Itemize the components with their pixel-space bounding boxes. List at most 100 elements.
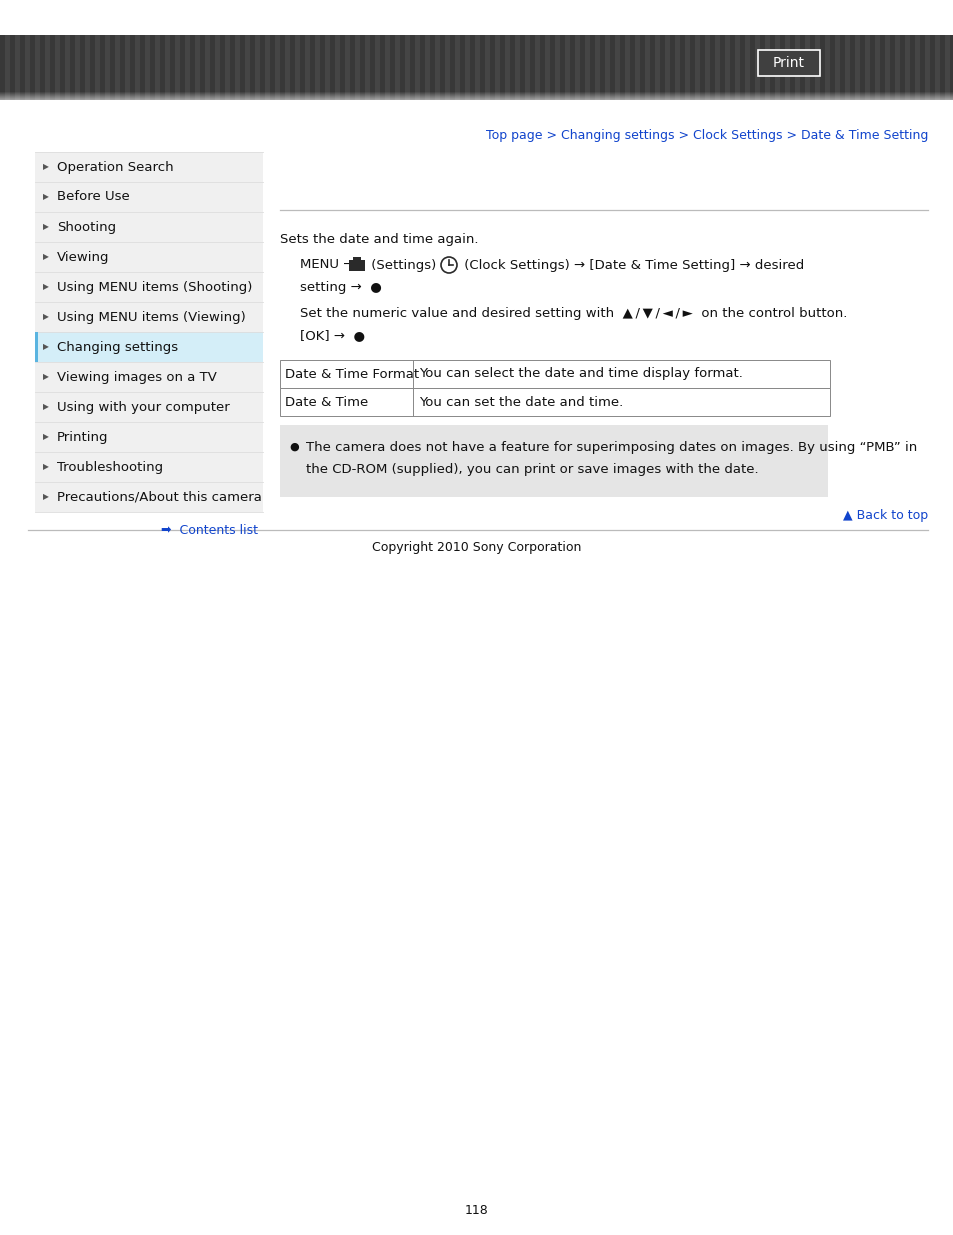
Bar [85,35,90,100]
Text: Printing: Printing [57,431,109,443]
Text: ●: ● [289,442,298,452]
Bar [435,35,439,100]
Bar [280,425,827,496]
Bar [504,35,510,100]
Bar [535,35,539,100]
Bar [280,35,285,100]
Bar [559,35,564,100]
Bar [934,35,939,100]
Bar [415,35,419,100]
Bar [649,35,655,100]
Text: Operation Search: Operation Search [57,161,173,173]
Bar [225,35,230,100]
Bar [65,35,70,100]
Bar [115,35,120,100]
Bar [794,35,800,100]
Bar [135,35,140,100]
Bar [35,332,38,362]
Bar [439,35,444,100]
Bar [784,35,789,100]
Text: ▶: ▶ [43,312,49,321]
Bar [774,35,780,100]
Bar [709,35,714,100]
Bar [884,35,889,100]
Bar [624,35,629,100]
Bar [859,35,864,100]
Bar [530,35,535,100]
Bar [160,35,165,100]
Bar [659,35,664,100]
Bar [555,35,559,100]
Bar [285,35,290,100]
Text: Sets the date and time again.: Sets the date and time again. [280,233,478,247]
Bar [50,35,55,100]
Bar [929,35,934,100]
Text: Date & Time Format: Date & Time Format [285,368,418,380]
Bar [55,35,60,100]
Text: Set the numeric value and desired setting with  ▲ / ▼ / ◄ / ►  on the control bu: Set the numeric value and desired settin… [299,308,846,321]
Bar [90,35,95,100]
Bar [519,35,524,100]
Bar [579,35,584,100]
Bar [740,35,744,100]
Text: Print: Print [772,56,804,70]
Bar [145,35,150,100]
Bar [844,35,849,100]
Bar [939,35,944,100]
Bar [10,35,15,100]
Bar [864,35,869,100]
Text: (Settings) →: (Settings) → [367,258,456,272]
Bar [5,35,10,100]
Bar [704,35,709,100]
Bar [170,35,174,100]
Bar [430,35,435,100]
Bar [689,35,695,100]
Bar [370,35,375,100]
Bar [695,35,700,100]
Bar [185,35,190,100]
Bar [824,35,829,100]
Bar [35,152,263,182]
Text: ▶: ▶ [43,222,49,231]
Bar [455,35,459,100]
Text: ▶: ▶ [43,342,49,352]
Text: setting →  ●: setting → ● [299,280,381,294]
Bar [205,35,210,100]
Bar [669,35,675,100]
Bar [609,35,615,100]
Text: ▶: ▶ [43,462,49,472]
Bar [820,35,824,100]
Bar [35,272,263,303]
Text: Using MENU items (Viewing): Using MENU items (Viewing) [57,310,246,324]
Bar [314,35,319,100]
Bar [100,35,105,100]
Bar [564,35,569,100]
Bar [260,35,265,100]
Bar [814,35,820,100]
Text: You can set the date and time.: You can set the date and time. [418,395,622,409]
Bar [35,303,263,332]
Bar [35,452,263,482]
Bar [450,35,455,100]
Bar [240,35,245,100]
Text: ▲ Back to top: ▲ Back to top [842,510,927,522]
Bar [254,35,260,100]
Bar [299,35,305,100]
Bar [80,35,85,100]
Bar [949,35,953,100]
Bar [490,35,495,100]
Bar [194,35,200,100]
Text: The camera does not have a feature for superimposing dates on images. By using “: The camera does not have a feature for s… [306,441,916,453]
Bar [639,35,644,100]
Text: Troubleshooting: Troubleshooting [57,461,163,473]
Text: ▶: ▶ [43,493,49,501]
Text: [OK] →  ●: [OK] → ● [299,330,365,342]
Text: Viewing: Viewing [57,251,110,263]
Bar [760,35,764,100]
Text: Shooting: Shooting [57,221,116,233]
Bar [664,35,669,100]
Bar [0,35,5,100]
Text: You can select the date and time display format.: You can select the date and time display… [418,368,742,380]
Bar [349,261,365,270]
Bar [274,35,280,100]
